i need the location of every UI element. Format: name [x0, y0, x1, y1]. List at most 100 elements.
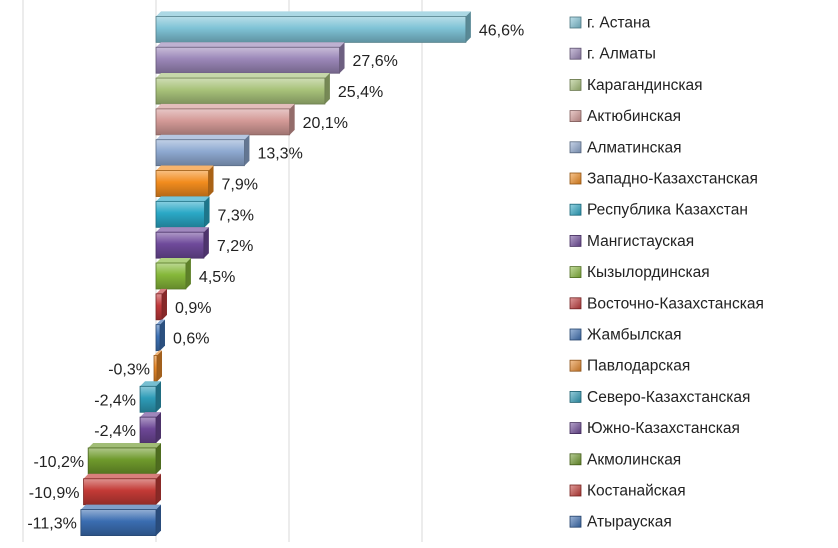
legend-entry: Кызылординская — [569, 264, 710, 281]
bar — [155, 42, 345, 74]
bar — [155, 103, 295, 136]
bar-top-face — [80, 504, 161, 510]
data-label: 25,4% — [338, 84, 383, 101]
bar-top-face — [156, 42, 345, 48]
legend-entry: Актюбинская — [569, 108, 681, 125]
bar-side-face — [157, 350, 163, 382]
data-label: 0,6% — [173, 331, 209, 348]
data-labels: 46,6% 27,6% 25,4% 20,1%13,3% 7,9% 7,3% 7,2% 4,5… — [27, 22, 524, 532]
bar-top-face — [156, 134, 250, 140]
bar-front-face — [139, 385, 157, 413]
legend-entry: Павлодарская — [569, 358, 690, 375]
legend-swatch — [569, 234, 582, 247]
legend-entry: Алматинская — [569, 139, 682, 156]
legend-label: Восточно-Казахстанская — [587, 295, 764, 312]
legend-entry: Жамбылская — [569, 327, 682, 344]
legend-label: Жамбылская — [587, 327, 682, 344]
legend-label: Костанайская — [587, 483, 686, 500]
legend-swatch — [569, 110, 582, 122]
data-label: 0,9% — [175, 300, 211, 317]
legend-swatch — [569, 266, 582, 279]
legend-label: Карагандинская — [587, 77, 703, 94]
bar-top-face — [154, 350, 163, 356]
bar-front-face — [155, 293, 163, 321]
data-label: 4,5% — [199, 269, 235, 286]
legend-label: Республика Казахстан — [587, 202, 748, 219]
bar-front-face — [155, 231, 205, 259]
bar — [80, 504, 161, 536]
data-label: 7,9% — [222, 177, 258, 194]
bar-side-face — [156, 442, 161, 474]
bar — [83, 473, 161, 506]
bar-top-face — [83, 473, 161, 479]
bar — [139, 381, 161, 413]
legend-swatch — [569, 422, 582, 435]
legend-entry: г. Астана — [569, 15, 651, 32]
bar-top-face — [156, 227, 209, 233]
data-label: -10,2% — [33, 454, 84, 471]
bar — [155, 258, 191, 290]
legend-label: Мангистауская — [587, 233, 694, 250]
bar — [87, 442, 161, 475]
bar — [155, 319, 165, 352]
bar — [155, 227, 209, 259]
legend-swatch — [569, 297, 582, 310]
legend: г. Астана г. Алматы Карагандинская Актюбинс… — [569, 15, 764, 531]
data-label: 46,6% — [479, 22, 524, 39]
legend-label: Западно-Казахстанская — [587, 171, 758, 188]
legend-label: Актюбинская — [587, 108, 681, 125]
bar-top-face — [156, 73, 330, 79]
bar-side-face — [156, 504, 161, 536]
bar-side-face — [156, 473, 161, 505]
bar-side-face — [339, 42, 345, 74]
bar-top-face — [156, 258, 191, 263]
legend-swatch — [569, 453, 582, 466]
data-label: 20,1% — [303, 115, 348, 132]
bar-side-face — [203, 227, 209, 259]
legend-entry: г. Алматы — [569, 46, 656, 63]
legend-entry: Восточно-Казахстанская — [569, 295, 764, 312]
legend-swatch — [569, 484, 582, 497]
data-label: 7,3% — [218, 207, 254, 224]
bar-side-face — [161, 288, 167, 320]
legend-entry: Западно-Казахстанская — [569, 171, 758, 188]
data-label: -2,4% — [94, 423, 136, 440]
bar-top-face — [156, 165, 214, 171]
bar-front-face — [83, 478, 157, 506]
legend-swatch — [569, 16, 582, 29]
data-label: -10,9% — [29, 485, 80, 502]
bar-top-face — [88, 442, 161, 448]
legend-label: Кызылординская — [587, 264, 710, 281]
bar-side-face — [244, 134, 250, 166]
legend-entry: Карагандинская — [569, 77, 703, 94]
legend-swatch — [569, 515, 582, 528]
legend-swatch — [569, 359, 582, 372]
bar-front-face — [155, 139, 245, 167]
bar-front-face — [153, 355, 158, 382]
legend-label: г. Астана — [587, 15, 651, 32]
data-label: -0,3% — [108, 361, 150, 378]
legend-swatch — [569, 203, 582, 216]
legend-label: Южно-Казахстанская — [587, 420, 740, 437]
legend-swatch — [569, 390, 582, 403]
bar-front-face — [155, 262, 187, 290]
bar-top-face — [156, 103, 295, 109]
bar-top-face — [156, 288, 167, 294]
bar-front-face — [155, 324, 161, 352]
bar-side-face — [324, 73, 330, 105]
data-label: 13,3% — [257, 146, 302, 163]
data-label: 7,2% — [217, 238, 253, 255]
legend-label: Северо-Казахстанская — [587, 389, 750, 406]
legend-label: Акмолинская — [587, 451, 681, 468]
bar-front-face — [155, 16, 467, 43]
bar-front-face — [87, 447, 157, 475]
bar-side-face — [204, 196, 210, 228]
bar-top-face — [156, 319, 165, 325]
bar-top-face — [156, 196, 210, 202]
legend-entry: Южно-Казахстанская — [569, 420, 740, 437]
bar-front-face — [155, 170, 209, 197]
legend-entry: Атырауская — [569, 514, 672, 531]
bar-side-face — [185, 258, 191, 289]
bar-front-face — [155, 77, 326, 105]
